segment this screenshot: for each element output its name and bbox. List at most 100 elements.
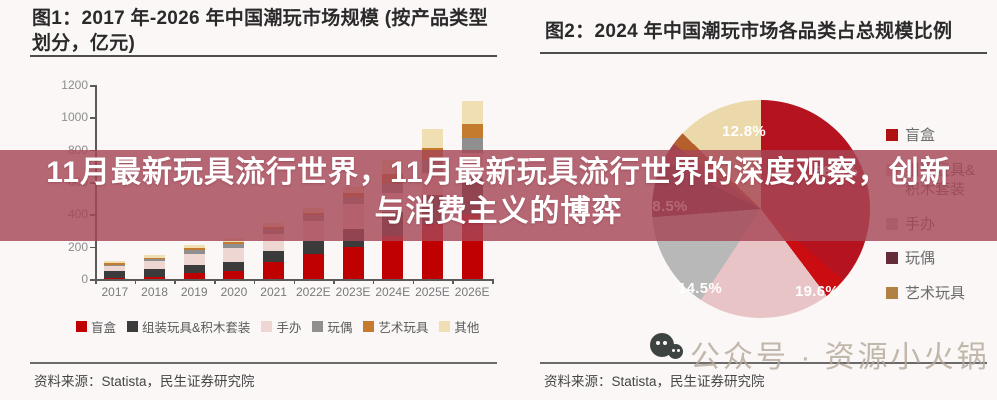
bar-2017	[104, 261, 126, 279]
legend-label: 组装玩具&积木套装	[142, 321, 251, 335]
x-axis-tick	[333, 279, 335, 284]
wechat-icon-small-bubble	[668, 344, 683, 359]
bar-segment-艺术玩具	[144, 257, 166, 260]
wechat-icon-eye	[656, 341, 660, 345]
y-axis-tick-label: 1000	[61, 110, 88, 125]
legend-item-组装玩具&积木套装: 组装玩具&积木套装	[127, 317, 250, 336]
bar-segment-手办	[144, 261, 166, 269]
legend-item-其他: 其他	[439, 317, 479, 336]
legend-item-玩偶: 玩偶	[312, 317, 352, 336]
x-axis-tick	[492, 279, 494, 284]
bar-segment-组装玩具&积木套装	[263, 251, 285, 263]
legend-swatch	[76, 321, 87, 332]
legend-swatch	[127, 321, 139, 332]
y-axis-tick-label: 1200	[61, 78, 88, 92]
bar-2018	[144, 255, 166, 279]
y-axis-tick	[90, 246, 95, 249]
x-axis-tick	[174, 279, 176, 284]
bar-segment-玩偶	[183, 250, 205, 254]
legend-swatch	[439, 321, 451, 332]
bar-segment-盲盒	[183, 273, 205, 279]
bar-segment-艺术玩具	[223, 241, 245, 245]
legend-swatch	[261, 321, 273, 332]
pie-legend-item-盲盒: 盲盒	[886, 126, 986, 146]
x-axis-category-label: 2025E	[415, 285, 450, 299]
x-axis-category-label: 2026E	[454, 285, 490, 299]
y-axis-tick	[90, 279, 95, 281]
figure2-source-text: 资料来源：Statista，民生证券研究院	[544, 374, 765, 389]
headline-overlay-text: 11月最新玩具流行世界，11月最新玩具流行世界的深度观察，创新 与消费主义的博弈	[0, 153, 997, 231]
bar-segment-组装玩具&积木套装	[144, 268, 166, 277]
bar-segment-组装玩具&积木套装	[302, 240, 324, 255]
pie-legend-swatch	[886, 252, 898, 264]
legend-item-手办: 手办	[261, 317, 301, 336]
bar-segment-玩偶	[144, 259, 166, 262]
bar-segment-玩偶	[104, 264, 126, 267]
legend-label: 手办	[276, 321, 302, 335]
bar-segment-手办	[104, 266, 126, 272]
pie-legend-label: 玩偶	[905, 250, 936, 267]
x-axis-category-label: 2021	[260, 285, 287, 299]
x-axis-category-label: 2023E	[335, 285, 371, 299]
bar-segment-艺术玩具	[183, 248, 205, 251]
figure1-title: 图1：2017 年-2026 年中国潮玩市场规模 (按产品类型划分，亿元)	[32, 8, 488, 55]
figure2-title: 图2：2024 年中国潮玩市场各品类占总规模比例	[545, 21, 953, 42]
headline-line1: 11月最新玩具流行世界，11月最新玩具流行世界的深度观察，创新	[46, 156, 951, 189]
x-axis-category-label: 2019	[180, 285, 208, 299]
x-axis-category-label: 2022E	[295, 285, 331, 299]
x-axis-tick	[95, 279, 97, 284]
figure1-title-underline	[30, 55, 497, 57]
bar-segment-玩偶	[223, 244, 245, 248]
bar-segment-组装玩具&积木套装	[183, 264, 205, 274]
x-axis-category-label: 2017	[101, 285, 129, 299]
figure2-title-underline	[540, 52, 987, 54]
bar-segment-艺术玩具	[461, 123, 483, 139]
bar-segment-艺术玩具	[104, 263, 126, 265]
bar-segment-手办	[183, 253, 205, 265]
bar-segment-组装玩具&积木套装	[223, 261, 245, 271]
pie-legend-item-艺术玩具: 艺术玩具	[886, 284, 986, 304]
bar-segment-盲盒	[223, 270, 245, 279]
y-axis-tick	[90, 117, 95, 119]
bar-segment-组装玩具&积木套装	[104, 271, 126, 278]
bar-segment-盲盒	[144, 276, 166, 279]
figure1-source-divider	[30, 362, 497, 364]
x-axis-tick	[134, 279, 137, 284]
bar-segment-其他	[104, 261, 126, 264]
bar-segment-盲盒	[263, 262, 285, 279]
pie-legend-label: 盲盒	[905, 127, 936, 144]
y-axis-tick-label: 0	[81, 272, 88, 286]
headline-overlay-band	[0, 150, 997, 241]
bar-segment-盲盒	[302, 254, 324, 279]
legend-label: 盲盒	[91, 321, 117, 335]
legend-item-艺术玩具: 艺术玩具	[363, 317, 428, 336]
x-axis-tick	[214, 279, 216, 284]
y-axis-tick-label: 200	[67, 239, 88, 254]
pie-legend-item-玩偶: 玩偶	[886, 249, 986, 269]
figure2-source-divider	[540, 362, 987, 364]
legend-label: 其他	[454, 321, 480, 335]
wechat-icon-eye	[677, 349, 680, 352]
pie-legend-swatch	[886, 286, 898, 299]
x-axis-category-label: 2020	[220, 285, 248, 299]
pie-legend-label: 艺术玩具	[905, 284, 966, 302]
legend-label: 艺术玩具	[378, 321, 429, 335]
pie-legend-swatch	[886, 129, 898, 141]
legend-item-盲盒: 盲盒	[76, 317, 116, 336]
x-axis-category-label: 2018	[141, 285, 168, 299]
x-axis-tick	[452, 279, 454, 284]
wechat-icon-eye	[663, 341, 667, 345]
legend-swatch	[363, 321, 375, 332]
x-axis-tick	[412, 279, 415, 284]
legend-swatch	[312, 321, 324, 332]
bar-segment-手办	[223, 247, 245, 262]
bar-segment-其他	[421, 128, 443, 148]
bar-segment-其他	[183, 245, 205, 249]
x-axis-tick	[372, 279, 375, 284]
bar-segment-其他	[144, 255, 166, 258]
bar-segment-其他	[461, 101, 483, 124]
x-axis-tick	[293, 279, 295, 284]
bar-segment-盲盒	[104, 278, 126, 279]
figure1-legend: 盲盒 组装玩具&积木套装 手办 玩偶 艺术玩具 其他	[76, 317, 479, 336]
